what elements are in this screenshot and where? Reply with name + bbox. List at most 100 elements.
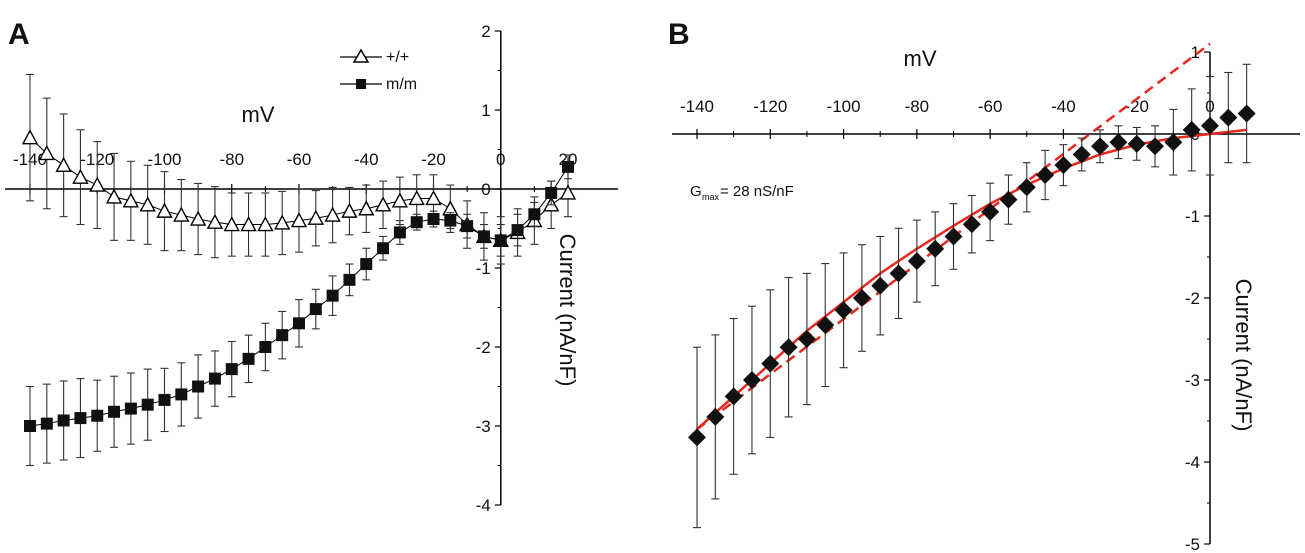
- x-tick-label: -140: [680, 97, 714, 116]
- x-tick-label: -120: [753, 97, 787, 116]
- data-point-triangle: [38, 144, 55, 161]
- data-point-diamond: [871, 276, 890, 295]
- panel-a-x-axis-title: mV: [242, 102, 275, 127]
- x-tick-label: -40: [1051, 97, 1076, 116]
- panel-a-letter: A: [8, 18, 30, 51]
- data-point-triangle: [374, 196, 392, 212]
- panel-b-series: [688, 63, 1256, 529]
- y-tick-label: -2: [1185, 289, 1200, 308]
- y-tick-label: 1: [1191, 43, 1200, 62]
- data-point-diamond: [706, 407, 725, 426]
- data-point-diamond: [742, 371, 761, 389]
- series-filled-diamond: [688, 63, 1256, 529]
- x-tick-label: -20: [421, 150, 446, 169]
- x-tick-label: -80: [905, 97, 930, 116]
- panel-a-y-ticks: -4 -3 -2 -1 0 1 2: [476, 22, 501, 515]
- data-point-diamond: [852, 289, 871, 307]
- panel-b-y-axis-title: Current (nA/nF): [1231, 279, 1256, 432]
- data-point-triangle: [257, 216, 274, 232]
- data-point-square: [91, 409, 104, 422]
- data-point-triangle: [290, 212, 308, 228]
- data-point-diamond: [1146, 137, 1165, 156]
- data-point-diamond: [688, 428, 706, 447]
- data-point-square: [276, 329, 289, 342]
- data-point-triangle: [391, 192, 409, 208]
- data-point-square: [158, 393, 171, 406]
- data-point-diamond: [1182, 120, 1201, 139]
- data-point-triangle: [307, 209, 324, 225]
- x-tick-label: -100: [827, 97, 861, 116]
- series-filled-square: [24, 154, 574, 467]
- y-tick-label: 0: [481, 180, 490, 199]
- data-point-diamond: [1109, 133, 1128, 152]
- data-point-square: [477, 230, 490, 243]
- y-tick-label: -5: [1185, 535, 1200, 553]
- data-point-square: [40, 417, 53, 430]
- x-tick-label: -20: [1124, 97, 1149, 116]
- data-point-square: [225, 363, 238, 376]
- data-point-square: [410, 216, 423, 229]
- data-point-diamond: [944, 227, 963, 246]
- data-point-square: [528, 208, 541, 221]
- data-point-diamond: [926, 239, 945, 258]
- legend-item-mutant: m/m: [340, 76, 417, 93]
- data-point-triangle: [240, 216, 257, 232]
- x-tick-label: -80: [219, 150, 244, 169]
- data-point-triangle: [341, 202, 358, 218]
- panel-b: B -140-120-100-80-60-40-200 -5-4-3-2-101…: [668, 18, 1300, 553]
- data-point-triangle: [156, 202, 173, 218]
- data-point-square: [562, 160, 574, 173]
- data-point-diamond: [1072, 145, 1091, 164]
- panel-a: A -140 -120 -100 -80 -60 -40 -20 0 20 -4-3-2-101…: [5, 18, 618, 515]
- x-tick-label: 0: [496, 150, 505, 169]
- x-tick-label: -100: [147, 150, 181, 169]
- panel-b-x-ticks: -140 -120 -100 -80 -60 -40 -20 0: [680, 97, 1215, 139]
- data-point-triangle: [72, 168, 89, 184]
- data-point-diamond: [724, 387, 743, 406]
- data-point-diamond: [797, 330, 816, 348]
- y-tick-label: -2: [476, 338, 491, 357]
- panel-b-y-ticks: -5-4-3-2-101: [1185, 43, 1210, 553]
- data-point-diamond: [1201, 116, 1219, 135]
- panel-b-gmax-annotation: G max = 28 nS/nF: [690, 183, 794, 202]
- y-tick-label: -1: [476, 259, 491, 278]
- data-point-square: [511, 224, 524, 237]
- data-point-square: [293, 317, 305, 330]
- data-point-square: [309, 303, 322, 316]
- data-point-square: [259, 341, 272, 353]
- panel-b-letter: B: [668, 18, 690, 51]
- data-point-triangle: [173, 206, 190, 222]
- data-point-diamond: [1017, 178, 1036, 197]
- panel-a-x-ticks: -140 -120 -100 -80 -60 -40 -20 0 20: [13, 150, 577, 194]
- data-point-triangle: [89, 176, 106, 192]
- data-point-square: [242, 352, 255, 365]
- legend-label-wildtype: +/+: [386, 49, 409, 66]
- data-point-triangle: [408, 190, 425, 206]
- data-point-square: [427, 213, 440, 226]
- data-point-diamond: [1054, 156, 1073, 175]
- data-point-diamond: [761, 354, 780, 373]
- panel-a-legend: +/+ m/m: [340, 48, 417, 93]
- y-tick-label: -1: [1185, 207, 1200, 226]
- data-point-triangle: [189, 210, 207, 226]
- y-tick-label: 1: [481, 101, 490, 120]
- data-point-triangle: [274, 214, 291, 230]
- x-tick-label: -60: [287, 150, 312, 169]
- y-tick-label: -3: [1185, 371, 1200, 390]
- data-point-diamond: [1127, 134, 1146, 153]
- data-point-diamond: [889, 264, 908, 283]
- data-point-square: [444, 214, 457, 227]
- data-point-square: [326, 289, 339, 302]
- annotation-gmax-subscript: max: [702, 192, 720, 202]
- data-point-square: [494, 234, 507, 247]
- data-point-diamond: [816, 316, 835, 335]
- data-point-triangle: [206, 213, 224, 229]
- data-point-square: [175, 388, 188, 401]
- data-point-diamond: [779, 338, 798, 357]
- data-point-diamond: [1164, 133, 1183, 152]
- y-tick-label: -4: [1185, 453, 1200, 472]
- legend-item-wildtype: +/+: [340, 48, 409, 66]
- data-point-diamond: [981, 202, 1000, 221]
- panel-b-x-axis-title: mV: [904, 46, 937, 71]
